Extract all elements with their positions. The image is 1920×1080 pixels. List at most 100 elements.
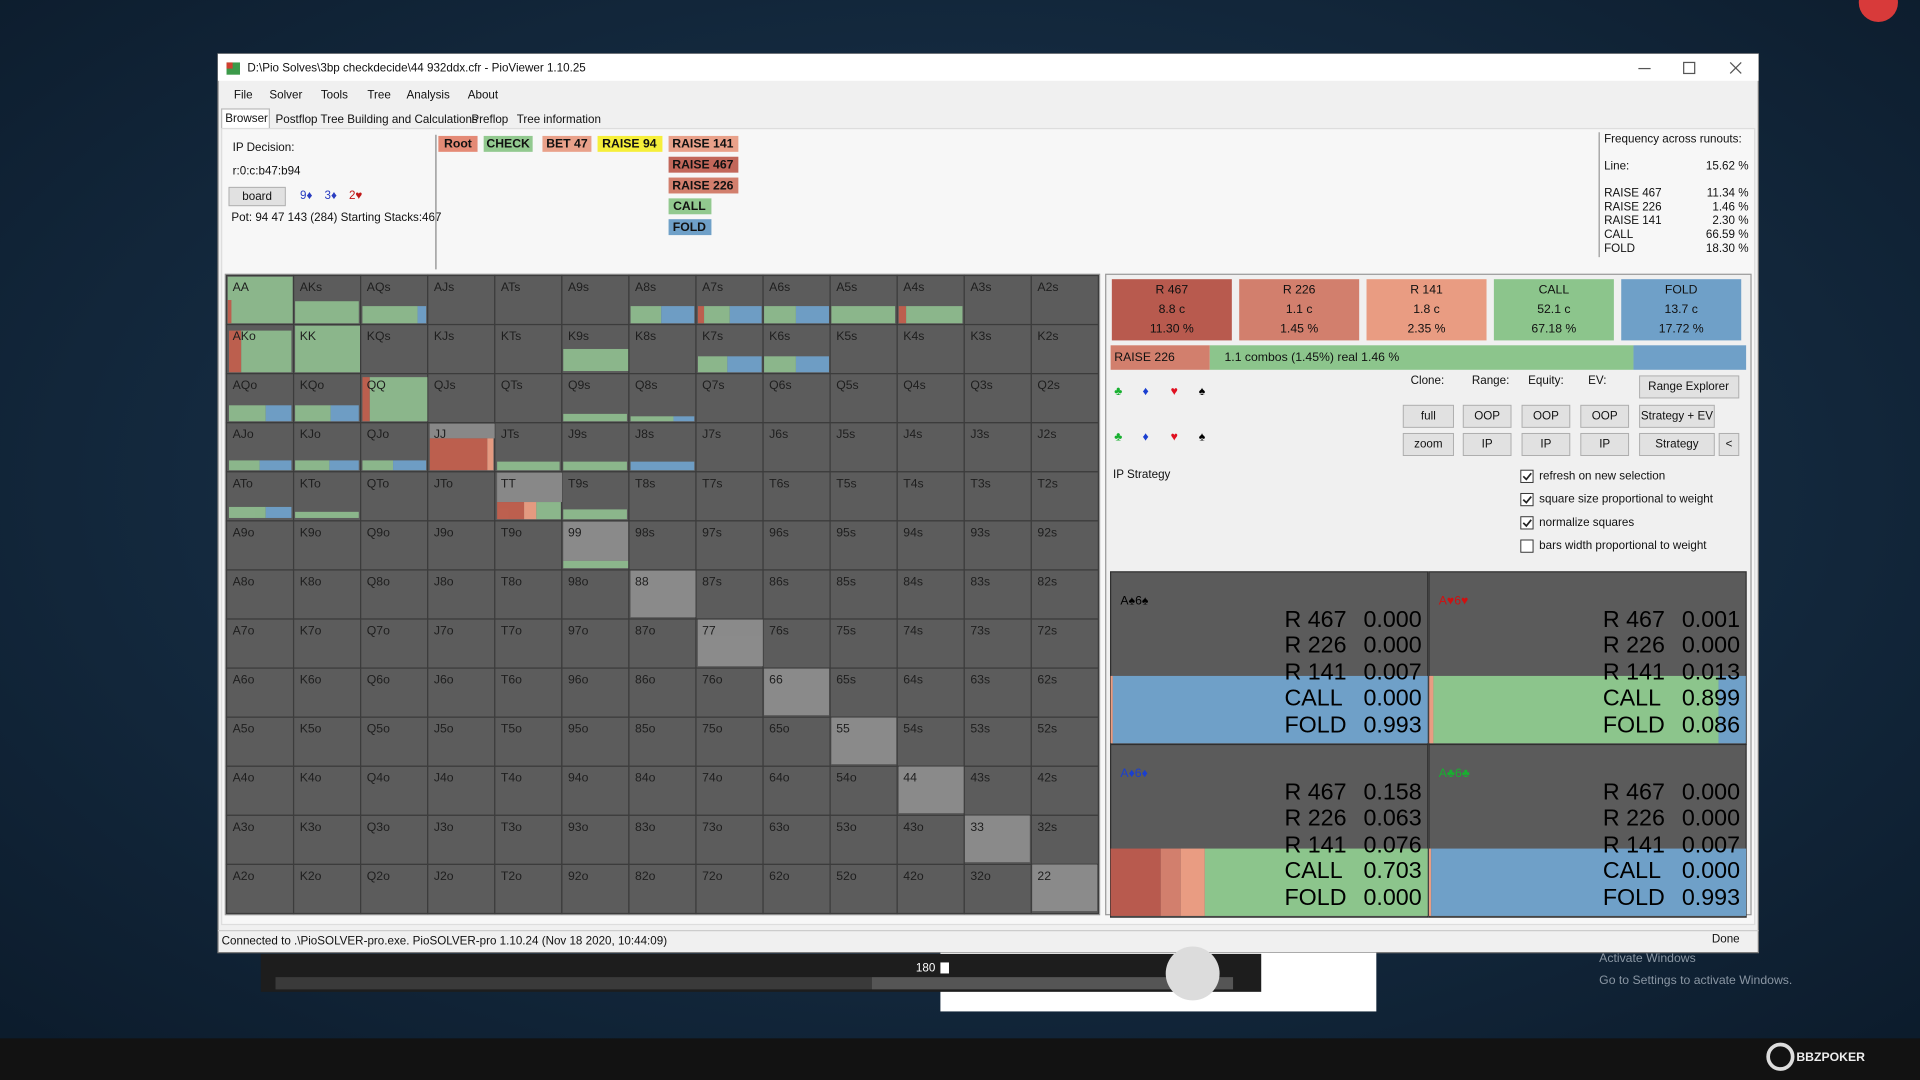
hand-cell[interactable]	[896, 618, 965, 669]
hand-cell[interactable]	[963, 716, 1032, 767]
hand-cell[interactable]	[695, 716, 764, 767]
hand-cell[interactable]	[427, 618, 496, 669]
hand-cell[interactable]	[292, 814, 362, 866]
strategy-box[interactable]	[1366, 279, 1487, 341]
board-button[interactable]	[228, 186, 286, 207]
suit-filter[interactable]: ♦	[1142, 384, 1148, 398]
hand-cell[interactable]	[225, 863, 295, 915]
menu-item[interactable]: Solver	[269, 89, 302, 102]
button[interactable]	[1402, 432, 1454, 456]
hand-cell[interactable]	[1030, 520, 1099, 571]
button[interactable]	[1521, 404, 1571, 428]
hand-cell[interactable]	[896, 716, 965, 767]
hand-cell[interactable]	[896, 323, 965, 375]
button[interactable]	[1521, 432, 1571, 456]
hand-cell[interactable]	[896, 422, 965, 473]
hand-cell[interactable]	[628, 323, 697, 375]
hand-cell[interactable]	[695, 765, 764, 816]
hand-cell[interactable]	[292, 765, 362, 816]
hand-cell[interactable]	[360, 569, 429, 620]
hand-cell[interactable]	[225, 716, 295, 767]
tree-action[interactable]	[668, 177, 739, 194]
strategy-box[interactable]	[1493, 279, 1614, 341]
hand-cell[interactable]	[963, 667, 1032, 718]
hand-cell[interactable]	[963, 863, 1032, 915]
hand-cell[interactable]	[829, 765, 898, 816]
hand-cell[interactable]	[427, 667, 496, 718]
suit-filter[interactable]: ♠	[1199, 384, 1206, 398]
hand-cell[interactable]	[427, 716, 496, 767]
tab[interactable]: Postflop Tree Building and Calculations	[276, 113, 478, 126]
hand-cell[interactable]	[494, 667, 563, 718]
hand-cell[interactable]	[695, 471, 764, 522]
hand-cell[interactable]	[561, 716, 630, 767]
menu-item[interactable]: Analysis	[407, 89, 450, 102]
hand-cell[interactable]	[427, 520, 496, 571]
button[interactable]	[1402, 404, 1454, 428]
maximize[interactable]	[1683, 61, 1696, 75]
hand-cell[interactable]	[695, 814, 764, 866]
hand-cell[interactable]	[292, 863, 362, 915]
hand-cell[interactable]	[762, 471, 831, 522]
hand-cell[interactable]	[628, 765, 697, 816]
hand-cell[interactable]	[360, 716, 429, 767]
tree-node[interactable]	[542, 135, 592, 152]
hand-cell[interactable]	[695, 520, 764, 571]
button[interactable]	[1639, 404, 1715, 428]
player-thumb[interactable]	[940, 962, 949, 974]
tree-action[interactable]	[668, 198, 712, 215]
hand-cell[interactable]	[1030, 274, 1099, 326]
hand-cell[interactable]	[628, 863, 697, 915]
suit-filter[interactable]: ♣	[1114, 384, 1122, 398]
hand-cell[interactable]	[360, 323, 429, 375]
hand-cell[interactable]	[628, 667, 697, 718]
hand-cell[interactable]	[829, 471, 898, 522]
menu-item[interactable]: About	[468, 89, 499, 102]
strategy-box[interactable]	[1621, 279, 1742, 341]
hand-cell[interactable]	[1030, 716, 1099, 767]
hand-cell[interactable]	[829, 863, 898, 915]
checkbox[interactable]	[1520, 516, 1534, 530]
button[interactable]	[1639, 432, 1715, 456]
hand-cell[interactable]	[829, 422, 898, 473]
hand-cell[interactable]	[628, 520, 697, 571]
hand-cell[interactable]	[762, 569, 831, 620]
hand-cell[interactable]	[896, 471, 965, 522]
button[interactable]	[1718, 432, 1740, 456]
hand-cell[interactable]	[427, 863, 496, 915]
tree-action[interactable]	[668, 219, 712, 236]
hand-cell[interactable]	[360, 863, 429, 915]
hand-cell[interactable]	[292, 569, 362, 620]
hand-cell[interactable]	[963, 471, 1032, 522]
hand-cell[interactable]	[292, 520, 362, 571]
button[interactable]	[1580, 432, 1630, 456]
hand-cell[interactable]	[427, 765, 496, 816]
hand-cell[interactable]	[628, 814, 697, 866]
hand-cell[interactable]	[1030, 323, 1099, 375]
hand-cell[interactable]	[695, 373, 764, 424]
tab[interactable]: Browser	[225, 112, 268, 125]
suit-filter[interactable]: ♥	[1171, 429, 1178, 443]
hand-cell[interactable]	[762, 716, 831, 767]
hand-cell[interactable]	[896, 814, 965, 866]
hand-cell[interactable]	[561, 863, 630, 915]
tab[interactable]: Preflop	[471, 113, 508, 126]
hand-cell[interactable]	[494, 863, 563, 915]
suit-filter[interactable]: ♠	[1199, 429, 1206, 443]
hand-cell[interactable]	[225, 667, 295, 718]
tree-node[interactable]	[438, 135, 478, 152]
hand-cell[interactable]	[762, 765, 831, 816]
tab[interactable]: Tree information	[517, 113, 601, 126]
hand-cell[interactable]	[360, 618, 429, 669]
hand-cell[interactable]	[963, 274, 1032, 326]
hand-cell[interactable]	[1030, 422, 1099, 473]
button[interactable]	[1462, 404, 1512, 428]
menu-item[interactable]: Tools	[321, 89, 348, 102]
hand-cell[interactable]	[695, 569, 764, 620]
hand-cell[interactable]	[762, 618, 831, 669]
hand-cell[interactable]	[292, 716, 362, 767]
suit-filter[interactable]: ♣	[1114, 429, 1122, 443]
suit-filter[interactable]: ♥	[1171, 384, 1178, 398]
hand-cell[interactable]	[695, 863, 764, 915]
hand-cell[interactable]	[963, 765, 1032, 816]
